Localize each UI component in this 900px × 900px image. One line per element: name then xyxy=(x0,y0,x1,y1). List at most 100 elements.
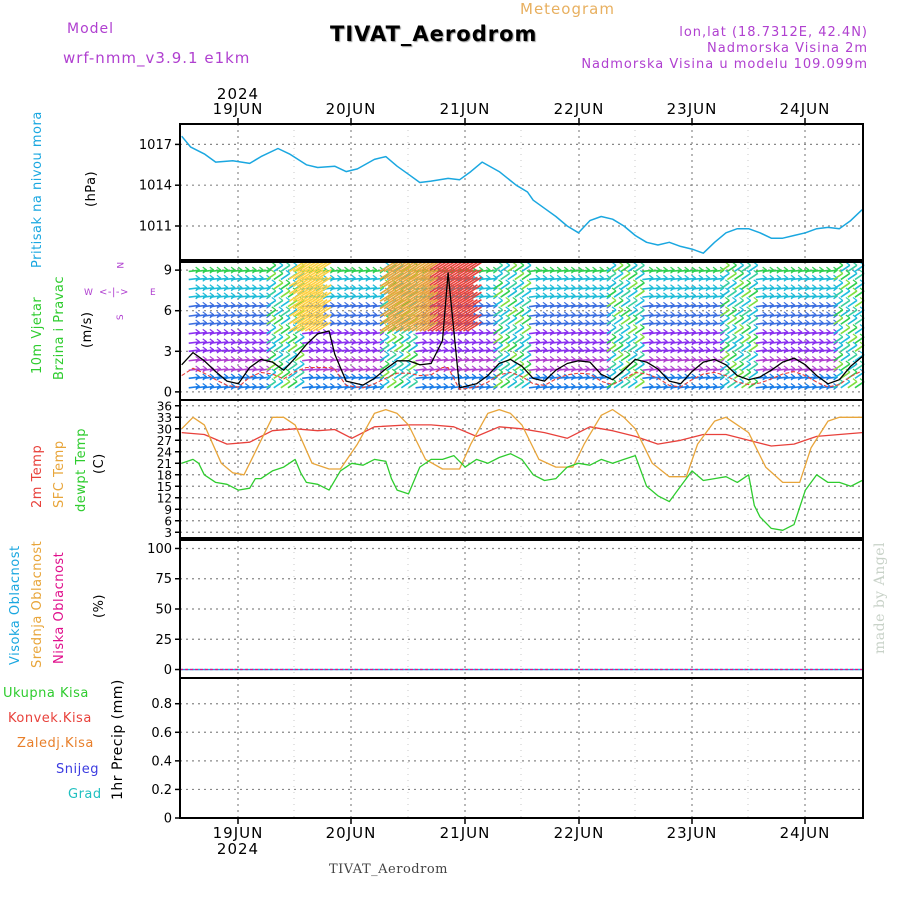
wind-barb-head xyxy=(512,351,518,356)
wind-barb-head xyxy=(746,306,752,311)
wind-barb-head xyxy=(776,311,782,316)
wind-barb-head xyxy=(478,346,484,351)
wind-gust-barb xyxy=(288,299,304,310)
wind-barb-head xyxy=(838,351,844,356)
wind-barb-head xyxy=(719,386,725,390)
wind-barb-head xyxy=(556,292,562,297)
wind-barb-head xyxy=(599,311,605,316)
wind-barb xyxy=(415,341,427,344)
wind-barb-head xyxy=(698,346,704,351)
wind-barb xyxy=(776,322,789,326)
wind-barb-head xyxy=(625,317,631,322)
ytick-label: 100 xyxy=(147,542,172,557)
wind-barb xyxy=(776,295,789,298)
wind-barb-head xyxy=(732,299,737,304)
wind-barb-head xyxy=(563,383,569,387)
wind-barb-head xyxy=(705,301,711,306)
wind-gust-barb xyxy=(466,261,482,273)
wind-barb xyxy=(762,295,774,298)
wind-barb-head xyxy=(505,282,511,287)
wind-gust-barb xyxy=(308,313,324,325)
wind-barb-head xyxy=(818,319,824,324)
wind-gust-barb xyxy=(395,269,411,280)
wind-barb xyxy=(798,385,810,389)
wind-barb xyxy=(429,341,441,344)
wind-barb-head xyxy=(663,292,668,297)
wind-barb-head xyxy=(251,266,257,271)
wind-barb-head xyxy=(639,324,645,328)
wind-barb-head xyxy=(677,311,682,316)
wind-barb-head xyxy=(845,282,851,287)
wind-barb-head xyxy=(259,274,264,279)
wind-barb-head xyxy=(739,378,744,383)
wind-barb-head xyxy=(618,306,624,311)
wind-barb-head xyxy=(625,378,631,383)
wind-barb-head xyxy=(498,317,503,322)
wind-barb-head xyxy=(705,328,711,333)
wind-barb xyxy=(585,277,597,281)
wind-barb-head xyxy=(244,292,250,297)
wind-barb xyxy=(450,331,462,335)
wind-barb-head xyxy=(618,341,624,346)
wind-barb-head xyxy=(578,274,583,279)
wind-barb xyxy=(231,314,243,317)
wind-barb-head xyxy=(845,296,851,301)
wind-barb-head xyxy=(632,272,638,277)
wind-gust-barb xyxy=(407,261,423,273)
wind-barb xyxy=(819,331,831,335)
wind-gust-barb xyxy=(308,261,324,273)
wind-gust-barb xyxy=(439,313,455,325)
wind-barb-head xyxy=(578,383,583,387)
wind-barb-head xyxy=(398,378,404,383)
wind-barb-head xyxy=(838,371,844,376)
wind-barb xyxy=(344,368,356,372)
wind-barb-head xyxy=(725,306,730,311)
wind-barb-head xyxy=(498,341,503,346)
ytick-label: 0.6 xyxy=(151,726,172,741)
wind-barb-head xyxy=(753,287,759,292)
wind-barb xyxy=(543,385,555,389)
wind-barb xyxy=(578,368,590,372)
wind-barb xyxy=(351,331,363,335)
wind-gust-barb xyxy=(399,261,415,273)
wind-barb xyxy=(344,277,356,281)
wind-barb-head xyxy=(398,344,404,349)
wind-barb-head xyxy=(563,346,569,351)
wind-barb xyxy=(649,331,661,335)
wind-barb xyxy=(798,331,810,335)
wind-barb-head xyxy=(485,266,491,271)
wind-barb-head xyxy=(739,354,744,359)
wind-barb-head xyxy=(365,373,371,378)
wind-barb xyxy=(302,368,314,372)
wind-barb xyxy=(691,341,703,344)
wind-barb-head xyxy=(648,365,654,370)
wind-barb-head xyxy=(358,338,364,343)
wind-barb-head xyxy=(838,314,844,319)
wind-gust-barb xyxy=(395,276,411,288)
wind-gust-barb xyxy=(463,299,478,310)
wind-barb xyxy=(819,368,831,372)
wind-barb-head xyxy=(677,292,682,297)
wind-barb xyxy=(365,358,377,362)
wind-barb-head xyxy=(578,373,583,378)
wind-barb-head xyxy=(478,328,484,333)
wind-barb xyxy=(585,385,597,389)
wind-barb-head xyxy=(429,338,434,343)
wind-barb xyxy=(663,314,675,317)
wind-barb-head xyxy=(625,351,631,356)
wind-barb-head xyxy=(505,341,511,346)
wind-barb-head xyxy=(725,314,730,319)
wind-barb-head xyxy=(344,338,349,343)
wind-gust-barb xyxy=(423,299,439,310)
wind-barb xyxy=(543,368,555,372)
wind-barb-head xyxy=(632,269,638,274)
wind-gust-barb xyxy=(407,291,423,302)
panel-frame xyxy=(179,677,864,819)
wind-gust-barb xyxy=(447,269,463,280)
wind-barb-head xyxy=(684,292,690,297)
xtick-label-top: 20JUN xyxy=(326,100,377,118)
wind-gust-barb xyxy=(455,284,470,295)
wind-barb-head xyxy=(725,368,730,373)
wind-barb-head xyxy=(838,344,844,349)
wind-barb xyxy=(663,358,675,362)
